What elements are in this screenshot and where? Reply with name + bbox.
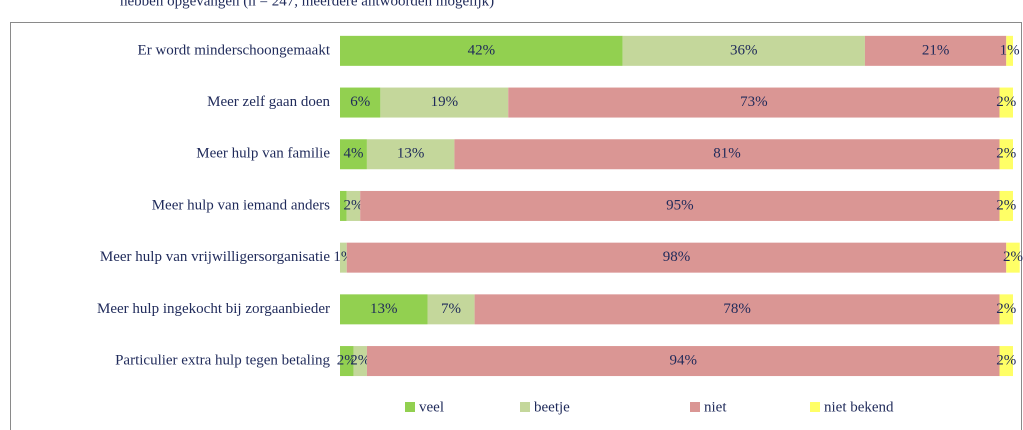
bar-segment [508, 87, 1000, 118]
legend-label: veel [419, 399, 444, 415]
category-label: Er wordt minderschoongemaakt [138, 42, 331, 58]
bar-segment [346, 190, 361, 221]
value-label: 81% [713, 146, 741, 162]
bar-segment [340, 139, 367, 170]
bar-segment [366, 346, 1000, 377]
value-label: 13% [370, 301, 398, 317]
value-label: 19% [431, 94, 459, 110]
bar-segment [360, 190, 1000, 221]
value-label: 2% [996, 301, 1016, 317]
chart-title: hebben opgevangen (n = 247, meerdere ant… [120, 0, 494, 9]
value-label: 36% [730, 42, 758, 58]
category-label: Meer hulp van iemand anders [152, 197, 330, 213]
value-label: 2% [350, 352, 370, 368]
value-label: 94% [669, 352, 697, 368]
value-label: 95% [666, 197, 694, 213]
legend-label: niet [704, 399, 727, 415]
bar-segment [340, 190, 347, 221]
value-label: 42% [468, 42, 496, 58]
bar-segment [427, 294, 475, 325]
category-label: Meer hulp van vrijwilligersorganisatie [100, 249, 330, 265]
legend-swatch [405, 402, 415, 412]
bar-segment [864, 35, 1007, 66]
bar-segment [366, 139, 455, 170]
category-label: Meer zelf gaan doen [207, 94, 330, 110]
chart-border [10, 22, 1022, 430]
bar-segment [999, 190, 1013, 221]
value-label: 2% [996, 94, 1016, 110]
bar-segment [340, 87, 381, 118]
legend-swatch [810, 402, 820, 412]
legend-swatch [520, 402, 530, 412]
value-label: 21% [922, 42, 950, 58]
value-label: 73% [740, 94, 768, 110]
bar-segment [999, 294, 1013, 325]
value-label: 6% [350, 94, 370, 110]
bar-segment [346, 242, 1007, 273]
value-label: 1% [1000, 42, 1020, 58]
value-label: 7% [441, 301, 461, 317]
bar-segment [999, 346, 1013, 377]
bar-segment [999, 87, 1013, 118]
bar-segment [999, 139, 1013, 170]
value-label: 2% [1003, 249, 1023, 265]
bar-segment [340, 346, 354, 377]
bar-segment [474, 294, 1000, 325]
bar-segment [380, 87, 509, 118]
bar-segment [340, 35, 623, 66]
value-label: 2% [337, 352, 357, 368]
bar-segment [1006, 242, 1020, 273]
value-label: 2% [996, 352, 1016, 368]
value-label: 78% [723, 301, 751, 317]
legend-label: beetje [534, 399, 570, 415]
category-label: Meer hulp van familie [196, 146, 330, 162]
bar-segment [622, 35, 865, 66]
value-label: 98% [663, 249, 691, 265]
bar-segment [1006, 35, 1013, 66]
bar-segment [454, 139, 1000, 170]
value-label: 13% [397, 146, 425, 162]
value-label: 4% [343, 146, 363, 162]
legend-swatch [690, 402, 700, 412]
bar-segment [340, 294, 428, 325]
legend-label: niet bekend [824, 399, 894, 415]
value-label: 2% [996, 197, 1016, 213]
value-label: 2% [996, 146, 1016, 162]
bar-segment [340, 242, 347, 273]
bar-segment [353, 346, 367, 377]
value-label: 2% [343, 197, 363, 213]
category-label: Particulier extra hulp tegen betaling [115, 352, 330, 368]
category-label: Meer hulp ingekocht bij zorgaanbieder [97, 301, 330, 317]
